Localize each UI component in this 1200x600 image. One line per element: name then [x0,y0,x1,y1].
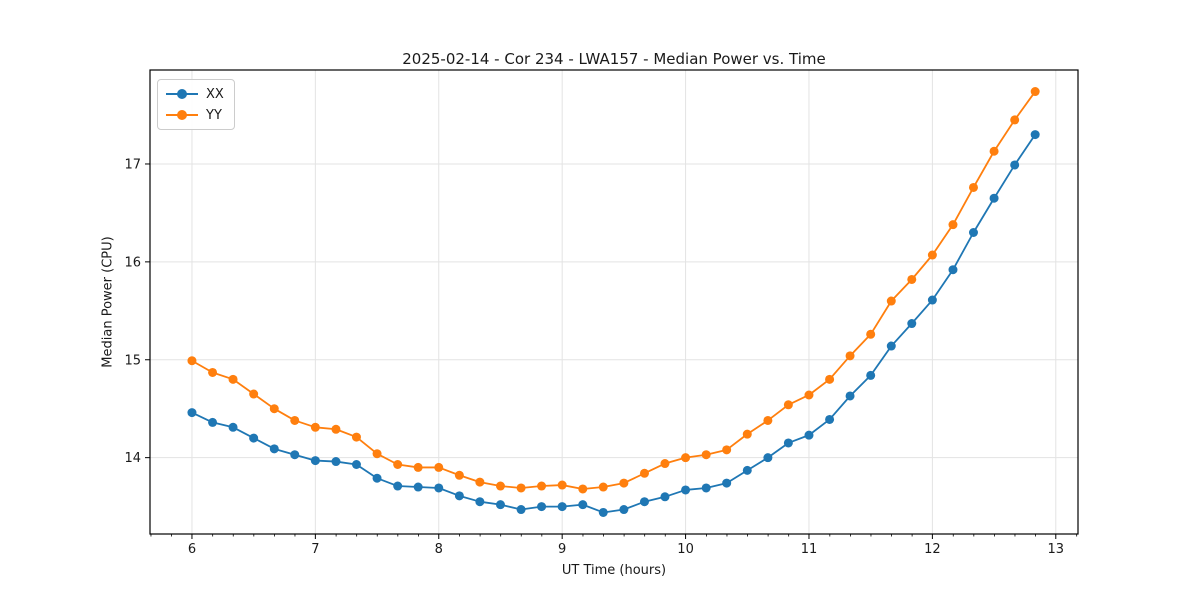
svg-text:8: 8 [435,542,443,557]
legend-label-yy: YY [206,107,222,123]
legend-item-yy: YY [166,106,224,124]
svg-text:7: 7 [311,542,319,557]
svg-text:11: 11 [801,542,818,557]
x-axis-label: UT Time (hours) [561,563,667,578]
svg-text:10: 10 [677,542,694,557]
svg-text:6: 6 [188,542,196,557]
svg-text:13: 13 [1048,542,1065,557]
legend-label-xx: XX [206,86,224,102]
svg-text:14: 14 [124,451,141,466]
svg-text:15: 15 [124,353,141,368]
legend-line-marker-icon [166,110,198,120]
legend-item-xx: XX [166,85,224,103]
chart-title: 2025-02-14 - Cor 234 - LWA157 - Median P… [402,50,826,68]
svg-text:16: 16 [124,255,141,270]
svg-text:17: 17 [124,157,141,172]
svg-text:12: 12 [924,542,941,557]
legend: XX YY [157,79,235,130]
legend-line-marker-icon [166,89,198,99]
svg-text:9: 9 [558,542,566,557]
y-axis-label: Median Power (CPU) [100,236,116,368]
